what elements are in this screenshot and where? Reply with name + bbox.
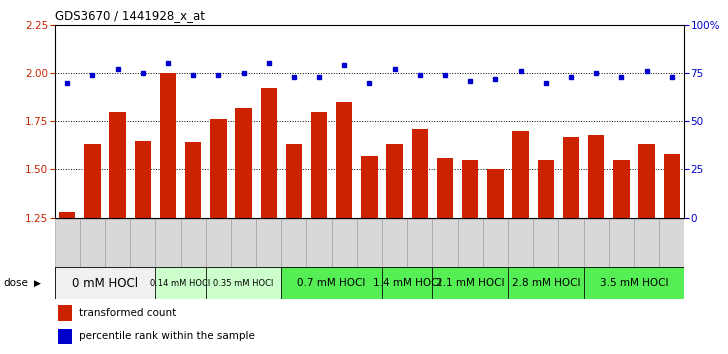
Bar	[155, 267, 206, 299]
Text: percentile rank within the sample: percentile rank within the sample	[79, 331, 254, 342]
Bar	[311, 112, 328, 218]
Bar	[563, 137, 579, 218]
Bar	[533, 219, 558, 267]
Bar	[508, 219, 533, 267]
Bar	[261, 88, 277, 218]
Bar	[432, 219, 458, 267]
Bar	[105, 219, 130, 267]
Bar	[437, 158, 454, 218]
Bar	[256, 219, 281, 267]
Bar	[613, 160, 630, 218]
Bar	[357, 219, 382, 267]
Bar	[210, 119, 226, 218]
Bar	[55, 267, 155, 299]
Bar	[609, 219, 634, 267]
Text: 2.8 mM HOCl: 2.8 mM HOCl	[512, 278, 580, 288]
Bar	[55, 219, 80, 267]
Text: dose: dose	[4, 278, 28, 288]
Bar	[361, 156, 378, 218]
Text: 3.5 mM HOCl: 3.5 mM HOCl	[600, 278, 668, 288]
Text: 0.7 mM HOCl: 0.7 mM HOCl	[298, 278, 366, 288]
Bar	[558, 219, 584, 267]
Bar	[235, 108, 252, 218]
Bar	[487, 170, 504, 218]
Bar	[458, 219, 483, 267]
Bar	[135, 141, 151, 218]
Bar	[159, 73, 176, 218]
Bar	[185, 142, 202, 218]
Bar	[58, 329, 71, 344]
Bar	[59, 212, 76, 218]
Bar	[84, 144, 100, 218]
Text: 0 mM HOCl: 0 mM HOCl	[72, 277, 138, 290]
Bar	[206, 219, 231, 267]
Bar	[109, 112, 126, 218]
Bar	[411, 129, 428, 218]
Bar	[584, 267, 684, 299]
Bar	[332, 219, 357, 267]
Bar	[306, 219, 332, 267]
Text: 1.4 mM HOCl: 1.4 mM HOCl	[373, 278, 441, 288]
Bar	[483, 219, 508, 267]
Bar	[155, 219, 181, 267]
Bar	[537, 160, 554, 218]
Bar	[285, 144, 302, 218]
Bar	[382, 267, 432, 299]
Bar	[231, 219, 256, 267]
Text: ▶: ▶	[34, 279, 41, 288]
Bar	[281, 219, 306, 267]
Bar	[58, 305, 71, 321]
Bar	[462, 160, 478, 218]
Bar	[663, 154, 680, 218]
Bar	[407, 219, 432, 267]
Bar	[659, 219, 684, 267]
Bar	[513, 131, 529, 218]
Text: 2.1 mM HOCl: 2.1 mM HOCl	[436, 278, 505, 288]
Bar	[387, 144, 403, 218]
Bar	[382, 219, 407, 267]
Bar	[130, 219, 155, 267]
Bar	[588, 135, 604, 218]
Text: 0.14 mM HOCl: 0.14 mM HOCl	[151, 279, 210, 288]
Bar	[181, 219, 206, 267]
Text: GDS3670 / 1441928_x_at: GDS3670 / 1441928_x_at	[55, 9, 205, 22]
Bar	[80, 219, 105, 267]
Bar	[432, 267, 508, 299]
Bar	[584, 219, 609, 267]
Text: 0.35 mM HOCl: 0.35 mM HOCl	[213, 279, 274, 288]
Bar	[638, 144, 654, 218]
Bar	[634, 219, 659, 267]
Bar	[206, 267, 281, 299]
Text: transformed count: transformed count	[79, 308, 175, 318]
Bar	[281, 267, 382, 299]
Bar	[508, 267, 584, 299]
Bar	[336, 102, 352, 218]
